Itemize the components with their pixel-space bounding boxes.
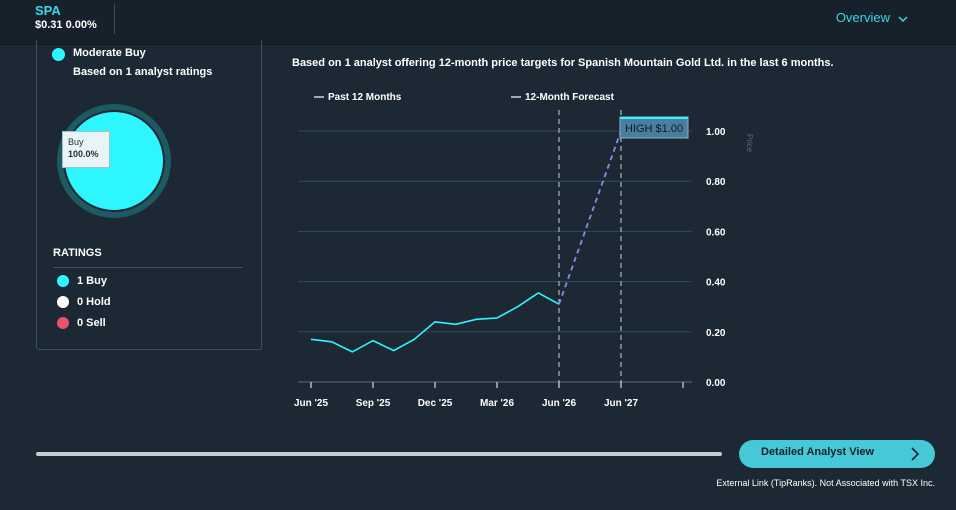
- detailed-analyst-view-label[interactable]: Detailed Analyst View: [761, 446, 875, 458]
- chevron-right-icon[interactable]: [911, 447, 919, 461]
- y-tick-label: 0.80: [706, 177, 726, 188]
- header-divider: [114, 4, 115, 34]
- rating-sell-label: 0 Sell: [77, 317, 106, 329]
- price-change: $0.31 0.00%: [35, 19, 97, 31]
- tooltip-label: Buy: [68, 137, 84, 147]
- consensus-rating: Moderate Buy: [73, 47, 146, 59]
- ratings-divider: [53, 267, 243, 268]
- x-tick-label: Sep '25: [356, 398, 391, 409]
- external-link-footnote: External Link (TipRanks). Not Associated…: [716, 478, 935, 488]
- price-target-chart: 0.00 0.20 0.40 0.60 0.80 1.00 Jun '25 Sep '25 De…: [294, 92, 754, 409]
- chart-grid: 0.00 0.20 0.40 0.60 0.80 1.00 Jun '25 Sep '25 De…: [294, 110, 726, 409]
- y-tick-label: 0.60: [706, 227, 726, 238]
- rating-hold-label: 0 Hold: [77, 296, 111, 308]
- detailed-analyst-view-button[interactable]: Detailed Analyst View: [739, 440, 935, 468]
- y-tick-label: 0.00: [706, 378, 726, 389]
- y-tick-label: 0.40: [706, 278, 726, 289]
- tooltip-value: 100.0%: [68, 149, 99, 159]
- consensus-subtitle: Based on 1 analyst ratings: [73, 66, 213, 78]
- y-axis-label: Price: [745, 134, 754, 153]
- top-bar: SPA $0.31 0.00% Overview: [0, 0, 956, 45]
- high-annotation-label: HIGH $1.00: [625, 123, 683, 135]
- overview-label[interactable]: Overview: [835, 10, 890, 25]
- x-tick-label: Dec '25: [418, 398, 453, 409]
- ticker-symbol: SPA: [35, 3, 61, 18]
- scroll-slider[interactable]: [36, 452, 722, 456]
- buy-dot-icon: [57, 275, 69, 287]
- sell-dot-icon: [57, 317, 69, 329]
- rating-buy-label: 1 Buy: [77, 275, 107, 287]
- x-tick-label: Jun '27: [604, 398, 638, 409]
- y-tick-label: 0.20: [706, 328, 726, 339]
- x-tick-label: Mar '26: [480, 398, 515, 409]
- consensus-panel: [36, 40, 262, 350]
- legend-forecast-label: 12-Month Forecast: [525, 92, 615, 103]
- pie-tooltip: Buy 100.0%: [62, 131, 110, 168]
- ratings-title: RATINGS: [53, 247, 102, 259]
- chevron-down-icon[interactable]: [896, 12, 910, 26]
- chart-legend: Past 12 Months 12-Month Forecast: [314, 92, 615, 103]
- x-tick-label: Jun '26: [542, 398, 576, 409]
- high-annotation: HIGH $1.00: [619, 116, 689, 139]
- chart-description: Based on 1 analyst offering 12-month pri…: [292, 57, 834, 69]
- legend-past-label: Past 12 Months: [328, 92, 402, 103]
- past-price-line: [310, 291, 560, 353]
- forecast-line: [558, 130, 622, 305]
- consensus-dot-icon: [52, 48, 65, 61]
- y-tick-label: 1.00: [706, 127, 726, 138]
- hold-dot-icon: [57, 296, 69, 308]
- chart-marks: [310, 130, 622, 353]
- x-tick-label: Jun '25: [294, 398, 328, 409]
